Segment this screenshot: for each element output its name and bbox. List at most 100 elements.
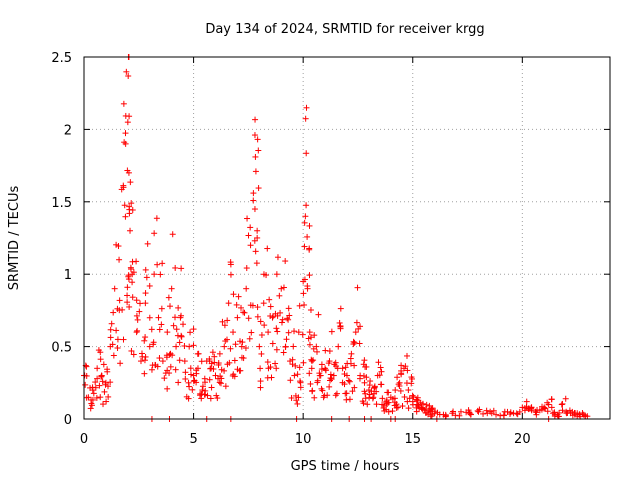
data-point bbox=[148, 366, 155, 373]
data-point bbox=[403, 352, 410, 359]
data-point bbox=[373, 388, 380, 395]
data-point bbox=[128, 200, 135, 207]
data-point bbox=[110, 352, 117, 359]
data-point bbox=[360, 400, 367, 407]
data-point bbox=[246, 335, 253, 342]
data-point bbox=[133, 258, 140, 265]
data-point bbox=[142, 300, 149, 307]
data-point bbox=[254, 304, 261, 311]
data-point bbox=[378, 381, 385, 388]
x-tick-label: 15 bbox=[404, 432, 421, 447]
data-point bbox=[231, 357, 238, 364]
data-point bbox=[211, 353, 218, 360]
data-point bbox=[172, 366, 179, 373]
data-point bbox=[206, 376, 213, 383]
data-point bbox=[254, 234, 261, 241]
data-point bbox=[276, 292, 283, 299]
y-tick-label: 2.5 bbox=[51, 51, 72, 66]
data-point bbox=[405, 405, 412, 412]
data-point bbox=[151, 230, 158, 237]
data-point bbox=[265, 329, 272, 336]
data-point bbox=[134, 327, 141, 334]
data-point bbox=[176, 339, 183, 346]
data-point bbox=[582, 412, 589, 419]
data-point bbox=[521, 407, 528, 414]
data-point bbox=[126, 303, 133, 310]
data-point bbox=[548, 396, 555, 403]
data-point bbox=[97, 356, 104, 363]
data-point bbox=[117, 360, 124, 367]
data-point bbox=[450, 408, 457, 415]
data-point bbox=[544, 408, 551, 415]
data-point bbox=[285, 329, 292, 336]
data-point bbox=[351, 384, 358, 391]
data-point bbox=[533, 411, 540, 418]
data-point bbox=[137, 300, 144, 307]
data-point bbox=[125, 169, 132, 176]
data-point bbox=[558, 401, 565, 408]
data-point bbox=[105, 383, 112, 390]
data-point bbox=[291, 372, 298, 379]
data-point bbox=[442, 412, 449, 419]
x-tick-label: 20 bbox=[514, 432, 531, 447]
data-point bbox=[279, 316, 286, 323]
data-point bbox=[172, 314, 179, 321]
data-point bbox=[110, 309, 117, 316]
data-point bbox=[201, 375, 208, 382]
data-point bbox=[180, 321, 187, 328]
data-point bbox=[170, 322, 177, 329]
data-point bbox=[559, 400, 566, 407]
data-point bbox=[123, 68, 130, 75]
data-point bbox=[208, 360, 215, 367]
data-point bbox=[130, 269, 137, 276]
data-point bbox=[210, 365, 217, 372]
data-point bbox=[243, 265, 250, 272]
data-point bbox=[366, 391, 373, 398]
data-point bbox=[256, 343, 263, 350]
y-tick-label: 0.5 bbox=[51, 341, 72, 356]
data-point bbox=[304, 285, 311, 292]
data-point bbox=[218, 366, 225, 373]
data-point bbox=[218, 375, 225, 382]
data-point bbox=[401, 393, 408, 400]
data-point bbox=[227, 271, 234, 278]
data-point bbox=[314, 377, 321, 384]
data-point bbox=[389, 408, 396, 415]
data-point bbox=[337, 323, 344, 330]
data-point bbox=[225, 300, 232, 307]
data-point bbox=[406, 395, 413, 402]
data-point bbox=[265, 365, 272, 372]
data-point bbox=[467, 411, 474, 418]
data-point bbox=[306, 246, 313, 253]
data-point bbox=[414, 397, 421, 404]
data-point bbox=[125, 73, 132, 80]
data-point bbox=[161, 375, 168, 382]
data-point bbox=[124, 284, 131, 291]
data-point bbox=[413, 408, 420, 415]
data-point bbox=[331, 361, 338, 368]
data-point bbox=[166, 351, 173, 358]
data-point bbox=[190, 342, 197, 349]
data-point bbox=[126, 113, 133, 120]
data-point bbox=[396, 379, 403, 386]
data-point bbox=[466, 410, 473, 417]
data-point bbox=[327, 371, 334, 378]
data-point bbox=[311, 332, 318, 339]
data-point bbox=[277, 309, 284, 316]
data-point bbox=[173, 343, 180, 350]
data-point bbox=[427, 413, 434, 420]
data-point bbox=[238, 304, 245, 311]
data-point bbox=[313, 348, 320, 355]
data-point bbox=[302, 213, 309, 220]
data-point bbox=[313, 343, 320, 350]
data-point bbox=[124, 119, 131, 126]
data-point bbox=[282, 343, 289, 350]
chart-title: Day 134 of 2024, SRMTID for receiver krg… bbox=[205, 22, 484, 37]
data-point bbox=[288, 394, 295, 401]
data-point bbox=[362, 390, 369, 397]
data-point bbox=[133, 297, 140, 304]
data-point bbox=[146, 282, 153, 289]
data-point bbox=[90, 390, 97, 397]
x-tick-label: 5 bbox=[189, 432, 197, 447]
